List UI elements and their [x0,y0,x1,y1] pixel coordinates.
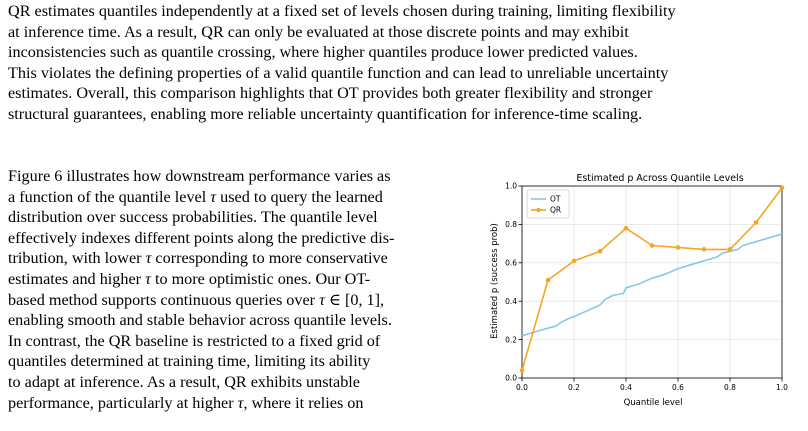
data-point-qr [779,185,785,191]
text-span: to more optimistic ones. Our OT- [150,269,371,288]
legend-marker-qr [536,207,541,213]
y-tick-label: 1.0 [505,182,517,191]
x-tick-label: 0.0 [516,383,528,392]
text-span: to adapt at inference. As a result, QR e… [8,372,360,391]
data-point-qr [545,277,551,283]
tau-symbol: τ [210,187,217,206]
text-line: structural guarantees, enabling more rel… [8,104,643,123]
data-point-qr [519,368,525,373]
text-line: inconsistencies such as quantile crossin… [8,43,638,62]
chart-svg: Estimated p Across Quantile Levels Quant… [490,173,788,408]
tau-symbol: τ [145,269,151,288]
text-span: estimates and higher [8,269,146,288]
text-span: a function of the quantile level [8,187,211,206]
text-span: quantiles determined at training time, l… [8,352,371,371]
y-tick-label: 0.8 [505,220,517,229]
data-point-qr [597,248,603,254]
text-line: enabling smooth and stable behavior acro… [8,310,463,331]
text-span: effectively indexes different points alo… [8,228,395,247]
text-span: enabling smooth and stable behavior acro… [8,311,392,330]
text-line: estimates and higher τ to more optimisti… [8,269,463,290]
legend-label-ot: OT [550,195,561,204]
chart-title: Estimated p Across Quantile Levels [576,173,743,184]
text-span: In contrast, the QR baseline is restrict… [8,331,381,350]
text-line: This violates the defining properties of… [8,63,669,82]
text-span: corresponding to more conservative [151,249,388,268]
x-tick-label: 0.4 [620,383,632,392]
y-tick-label: 0.6 [505,259,517,268]
y-tick-label: 0.4 [505,297,517,306]
series-line-ot [521,233,783,337]
x-tick-label: 0.8 [724,383,736,392]
text-line: Figure 6 illustrates how downstream perf… [8,166,463,187]
tau-symbol: τ [145,249,152,268]
text-span: tribution, with lower [8,249,146,268]
x-tick-label: 0.6 [672,383,684,392]
text-span: based method supports continuous queries… [8,290,320,309]
text-span: , where it relies on [243,393,364,412]
text-span: Figure 6 illustrates how downstream perf… [8,167,391,185]
text-line: distribution over success probabilities.… [8,207,463,228]
x-tick-label: 1.0 [776,383,788,392]
text-line: based method supports continuous queries… [8,290,463,311]
legend-box [526,189,570,219]
text-span: distribution over success probabilities.… [8,208,378,227]
paragraph-top: QR estimates quantiles independently at … [8,1,808,125]
text-span: performance, particularly at higher [8,393,238,412]
data-point-qr [649,243,655,248]
x-axis-label: Quantile level [624,398,683,408]
text-span: ∈ [0, 1], [324,290,385,309]
text-line: at inference time. As a result, QR can o… [8,22,629,41]
tau-symbol: τ [319,290,325,309]
data-point-qr [727,247,733,252]
data-point-qr [675,245,681,250]
y-tick-label: 0.0 [505,374,517,383]
y-axis-label: Estimated p (success prob) [490,223,500,339]
data-point-qr [571,258,577,264]
text-line: In contrast, the QR baseline is restrict… [8,331,463,352]
figure-quantile-chart: Estimated p Across Quantile Levels Quant… [482,166,808,431]
plot-frame [521,185,783,379]
text-line: a function of the quantile level τ used … [8,187,463,208]
data-point-qr [753,220,759,225]
paragraph-figure-discussion: Figure 6 illustrates how downstream perf… [8,166,463,413]
tau-symbol: τ [237,393,244,412]
legend-label-qr: QR [550,206,561,215]
text-line: tribution, with lower τ corresponding to… [8,248,463,269]
text-line: performance, particularly at higher τ, w… [8,393,463,414]
x-tick-label: 0.2 [568,383,580,392]
text-line: to adapt at inference. As a result, QR e… [8,372,463,393]
text-span: used to query the learned [216,187,383,206]
text-line: estimates. Overall, this comparison high… [8,84,653,103]
text-line: quantiles determined at training time, l… [8,351,463,372]
data-point-qr [701,247,707,252]
data-point-qr [623,225,629,231]
text-line: effectively indexes different points alo… [8,228,463,249]
y-tick-label: 0.2 [505,335,517,344]
text-line: QR estimates quantiles independently at … [8,2,676,20]
